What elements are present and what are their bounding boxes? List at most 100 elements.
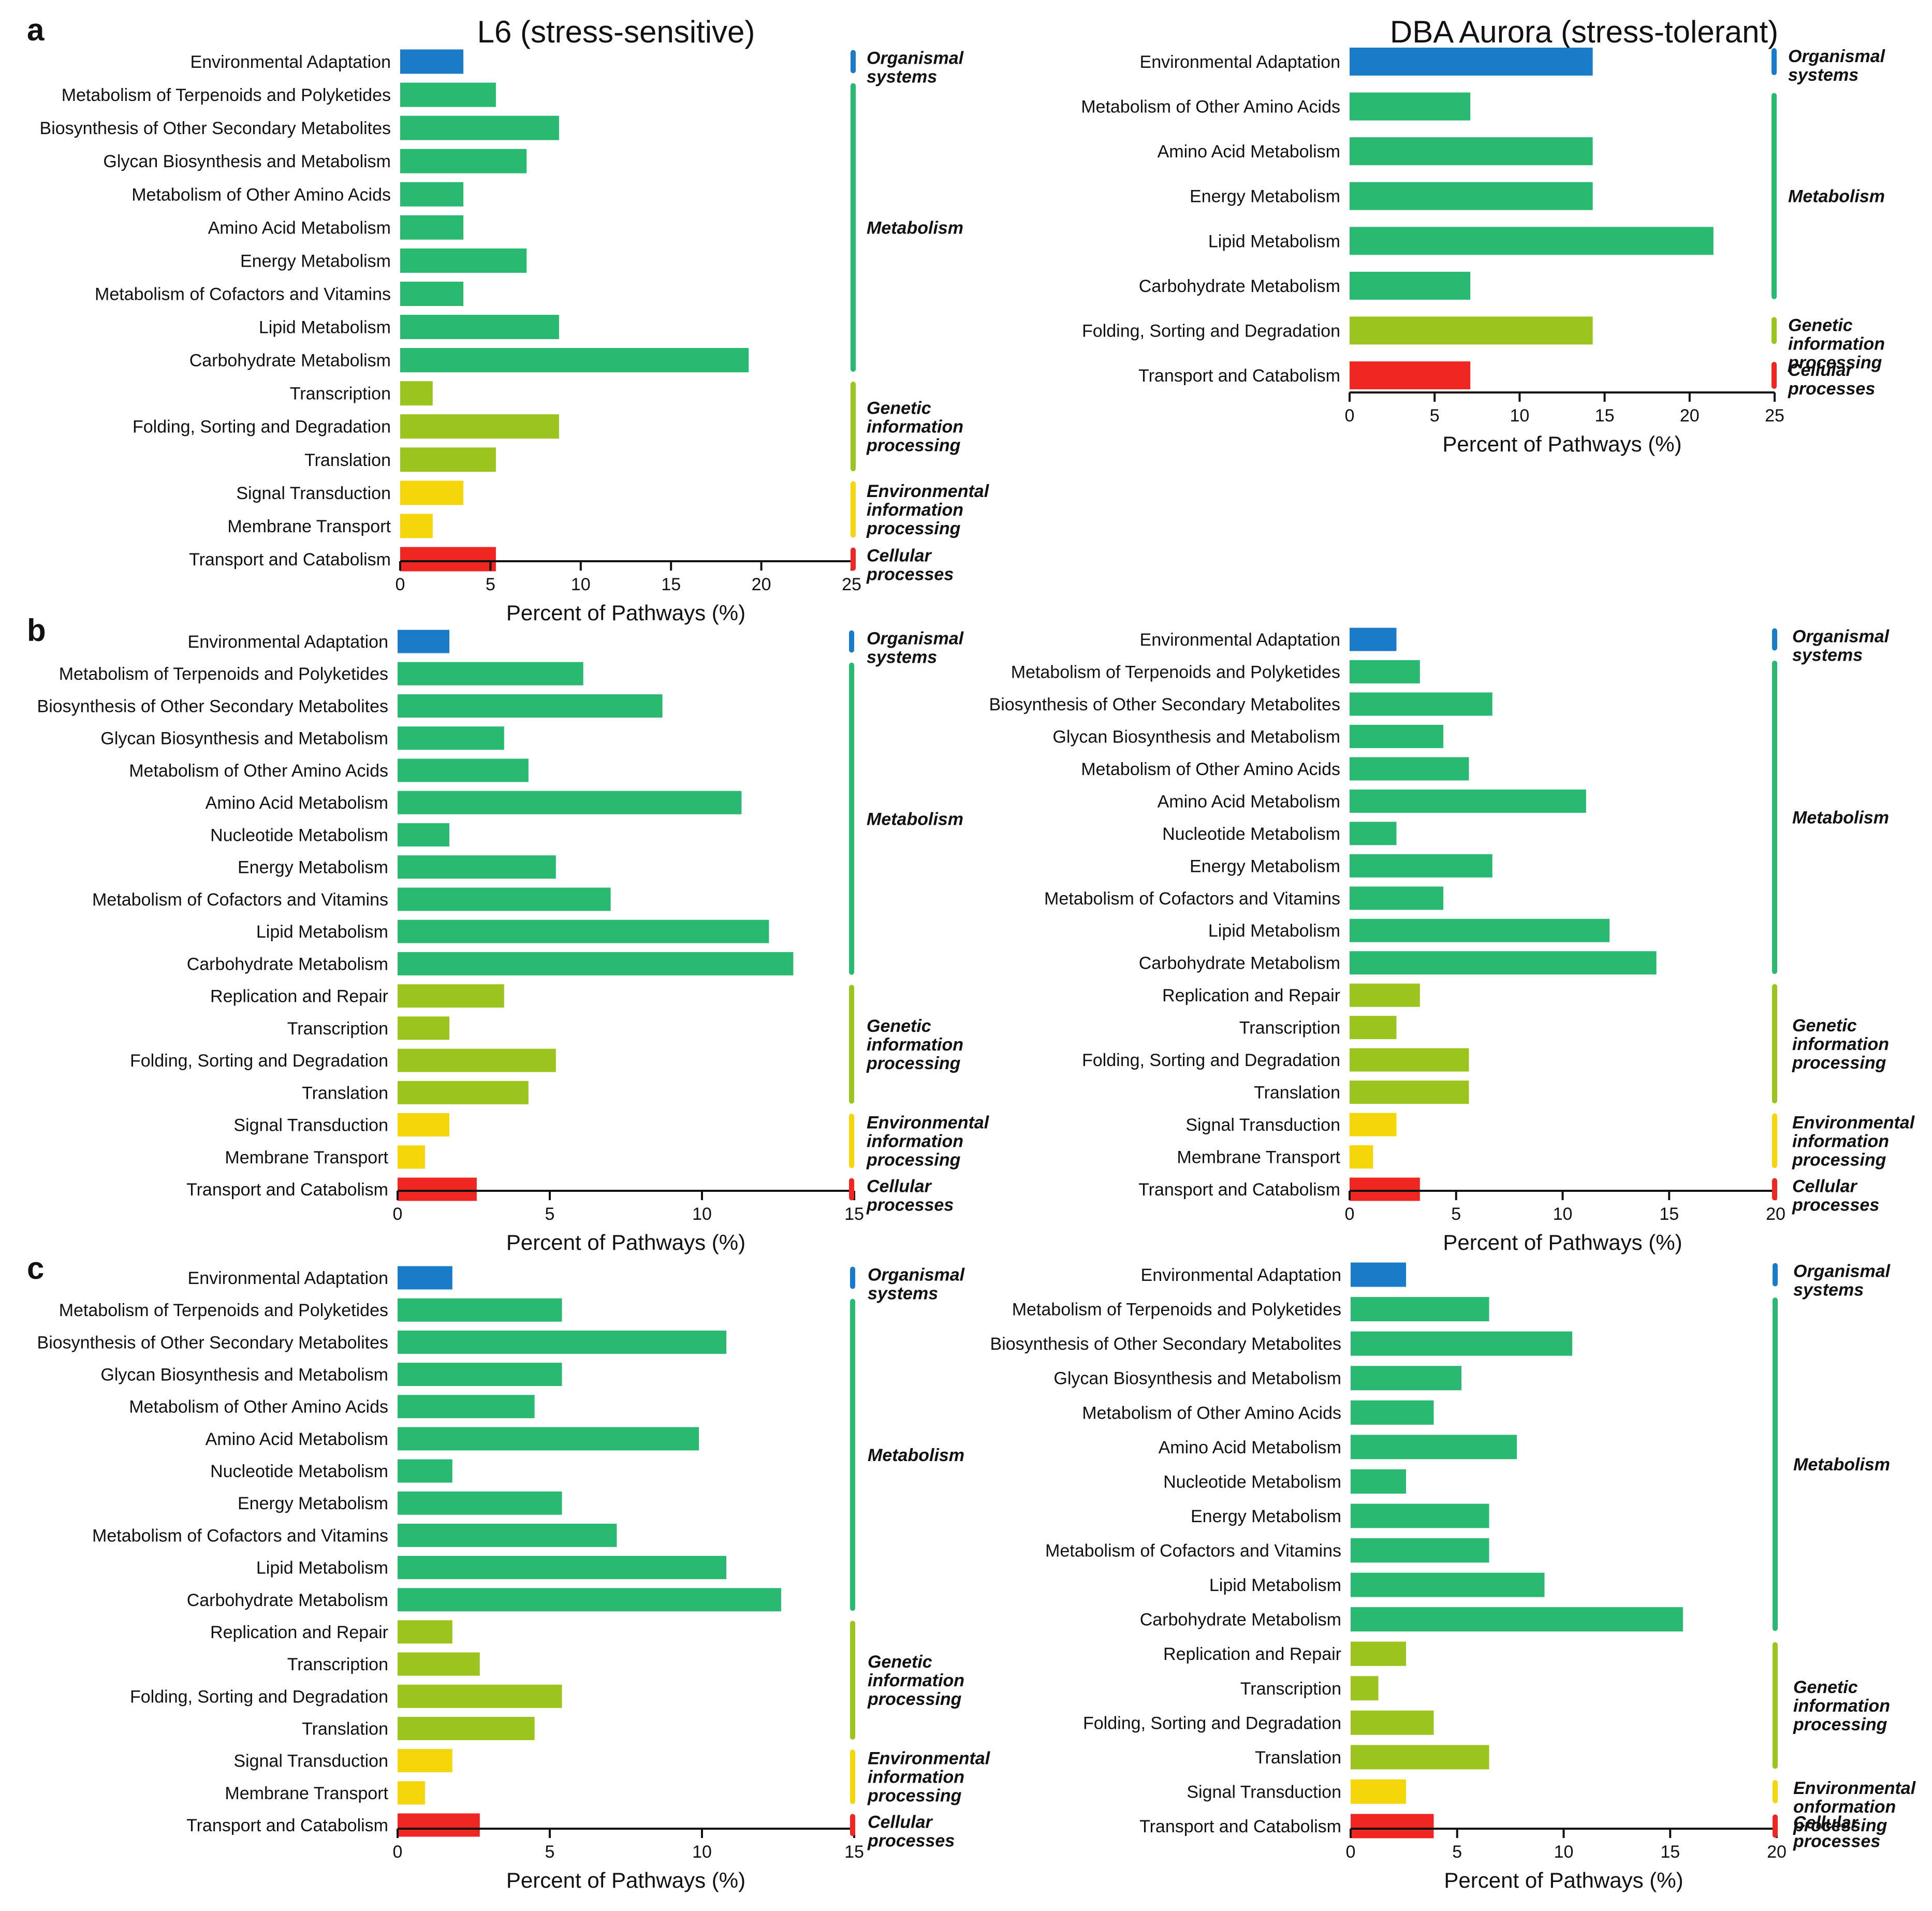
chart5-group-label: systems [868, 1284, 938, 1304]
chart6-category-label: Biosynthesis of Other Secondary Metaboli… [990, 1334, 1341, 1354]
chart1-category-label: Transport and Catabolism [189, 550, 391, 570]
chart2-x-axis-label: Percent of Pathways (%) [1442, 432, 1681, 456]
chart3-bar-amino-acid-metabolism [398, 791, 742, 814]
chart1-category-label: Lipid Metabolism [259, 318, 391, 338]
chart3-x-axis-label: Percent of Pathways (%) [506, 1230, 745, 1254]
chart6-category-label: Folding, Sorting and Degradation [1083, 1713, 1341, 1733]
chart6-group-label: processing [1793, 1816, 1887, 1835]
chart1-category-label: Signal Transduction [236, 484, 391, 503]
chart4-bar-signal-transduction [1350, 1113, 1397, 1136]
chart3-category-label: Carbohydrate Metabolism [187, 954, 388, 974]
chart1-group-label: Organismal [867, 49, 964, 68]
chart2-x-tick-label: 5 [1430, 406, 1440, 426]
chart5-category-label: Transcription [287, 1655, 388, 1674]
chart6-x-axis-label: Percent of Pathways (%) [1444, 1868, 1683, 1892]
chart3-bar-carbohydrate-metabolism [398, 952, 794, 975]
chart4-category-label: Transport and Catabolism [1138, 1180, 1340, 1200]
chart4-category-label: Biosynthesis of Other Secondary Metaboli… [989, 695, 1340, 714]
chart1-x-tick-label: 0 [396, 575, 405, 594]
chart4-category-label: Metabolism of Terpenoids and Polyketides [1011, 663, 1340, 682]
chart1-group-label: Metabolism [867, 218, 963, 238]
chart3-bar-environmental-adaptation [398, 630, 449, 653]
chart1-bar-amino-acid-metabolism [400, 215, 464, 240]
chart1-bar-metabolism-of-other-amino-acids [400, 182, 464, 207]
chart3-category-label: Environmental Adaptation [188, 632, 388, 652]
chart2-group-label: processing [1788, 353, 1882, 372]
chart1-category-label: Environmental Adaptation [191, 52, 391, 72]
chart3-bar-folding-sorting-and-degradation [398, 1048, 556, 1072]
chart2-category-label: Energy Metabolism [1190, 187, 1340, 207]
chart1-category-label: Glycan Biosynthesis and Metabolism [103, 152, 391, 171]
chart3-category-label: Metabolism of Other Amino Acids [129, 761, 388, 781]
chart1-category-label: Membrane Transport [227, 517, 391, 536]
chart4-group-label: processing [1792, 1053, 1886, 1073]
chart3-category-label: Signal Transduction [233, 1116, 388, 1135]
chart4-group-label: Cellular [1792, 1177, 1857, 1197]
chart4-category-label: Translation [1254, 1083, 1340, 1103]
chart2-x-tick-label: 0 [1345, 406, 1355, 426]
chart1-x-tick-label: 5 [486, 575, 495, 594]
chart3-x-tick-label: 5 [545, 1204, 555, 1224]
chart5-bar-biosynthesis-of-other-secondary-metabolites [398, 1330, 726, 1354]
chart3-group-label: Organismal [867, 629, 964, 649]
chart2-group-label: systems [1788, 65, 1858, 85]
chart4-group-label: Genetic [1792, 1016, 1857, 1035]
chart1-group-label: processing [866, 436, 961, 456]
chart5-bar-nucleotide-metabolism [398, 1459, 452, 1483]
chart2-category-label: Lipid Metabolism [1208, 231, 1340, 251]
chart4-x-tick-label: 0 [1345, 1204, 1355, 1224]
chart1-title: L6 (stress-sensitive) [477, 14, 755, 49]
chart6-bar-metabolism-of-other-amino-acids [1351, 1400, 1434, 1425]
chart3-group-label: processing [866, 1054, 961, 1073]
chart6-bar-environmental-adaptation [1351, 1262, 1406, 1287]
chart6-bar-energy-metabolism [1351, 1504, 1489, 1528]
chart4-bar-folding-sorting-and-degradation [1350, 1048, 1469, 1072]
chart2-bar-transport-and-catabolism [1350, 361, 1471, 389]
chart6-group-label: Organismal [1793, 1262, 1891, 1281]
chart3-category-label: Nucleotide Metabolism [210, 825, 388, 845]
chart4-bar-environmental-adaptation [1350, 628, 1397, 651]
chart1-category-label: Metabolism of Terpenoids and Polyketides [62, 85, 391, 105]
chart4-category-label: Replication and Repair [1162, 986, 1340, 1005]
chart1-bar-glycan-biosynthesis-and-metabolism [400, 149, 527, 173]
chart1-group-label: information [867, 417, 963, 437]
chart1-bar-signal-transduction [400, 480, 464, 505]
chart5-bar-transport-and-catabolism [398, 1813, 480, 1837]
chart5-category-label: Nucleotide Metabolism [210, 1462, 388, 1481]
chart2-x-tick-label: 20 [1680, 406, 1700, 426]
chart4-group-label: processing [1792, 1150, 1886, 1170]
chart4-bar-amino-acid-metabolism [1350, 789, 1586, 813]
chart5-bar-energy-metabolism [398, 1491, 562, 1515]
chart6-bar-transcription [1351, 1676, 1379, 1701]
chart2-category-label: Environmental Adaptation [1140, 52, 1340, 72]
chart4-bar-metabolism-of-other-amino-acids [1350, 757, 1469, 781]
chart2-category-label: Transport and Catabolism [1138, 366, 1340, 386]
chart1-bar-metabolism-of-cofactors-and-vitamins [400, 282, 464, 306]
chart3-x-tick-label: 0 [393, 1204, 403, 1224]
chart4-x-tick-label: 15 [1659, 1204, 1679, 1224]
chart6-category-label: Glycan Biosynthesis and Metabolism [1053, 1369, 1341, 1389]
chart4-x-tick-label: 5 [1451, 1204, 1461, 1224]
chart3-category-label: Glycan Biosynthesis and Metabolism [100, 729, 388, 749]
chart3-bar-nucleotide-metabolism [398, 823, 449, 847]
chart5-bar-membrane-transport [398, 1781, 425, 1805]
chart1-bar-folding-sorting-and-degradation [400, 414, 559, 439]
chart4-group-label: Organismal [1792, 627, 1890, 647]
chart1-bar-biosynthesis-of-other-secondary-metabolites [400, 115, 559, 140]
chart5-category-label: Metabolism of Terpenoids and Polyketides [59, 1301, 388, 1320]
chart2-bar-lipid-metabolism [1350, 227, 1714, 255]
chart3-bar-transport-and-catabolism [398, 1177, 477, 1201]
chart3-bar-lipid-metabolism [398, 920, 769, 943]
chart6-category-label: Lipid Metabolism [1209, 1576, 1341, 1595]
chart3-category-label: Amino Acid Metabolism [206, 793, 388, 813]
chart1-category-label: Metabolism of Other Amino Acids [131, 185, 391, 205]
chart2-bar-amino-acid-metabolism [1350, 137, 1593, 166]
chart3-category-label: Translation [302, 1083, 388, 1103]
chart5-category-label: Signal Transduction [233, 1752, 388, 1771]
chart3-bar-replication-and-repair [398, 984, 504, 1008]
chart4-x-tick-label: 20 [1766, 1204, 1785, 1224]
chart3-category-label: Energy Metabolism [238, 858, 388, 878]
chart1-category-label: Amino Acid Metabolism [208, 218, 391, 238]
chart3-bar-metabolism-of-terpenoids-and-polyketides [398, 662, 583, 685]
chart5-bar-metabolism-of-terpenoids-and-polyketides [398, 1298, 562, 1322]
